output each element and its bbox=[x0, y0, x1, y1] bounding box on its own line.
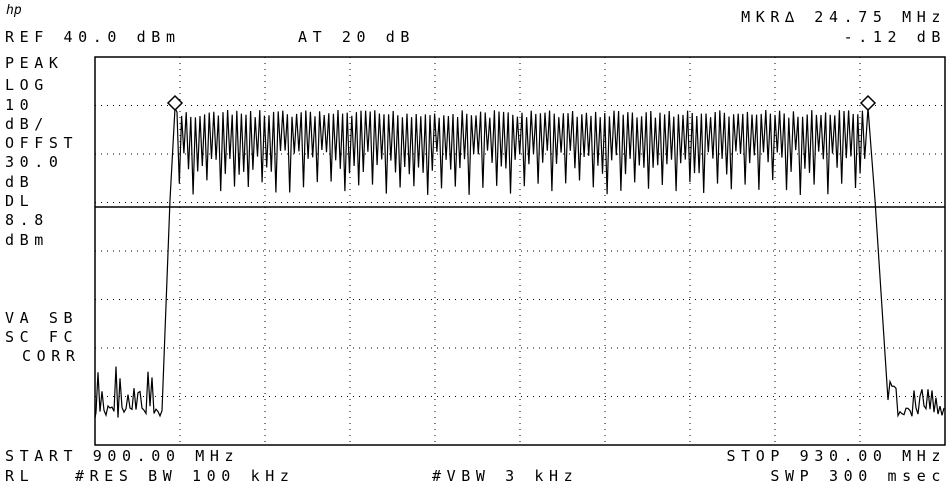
side-label: LOG bbox=[5, 76, 49, 94]
start-freq: START 900.00 MHz bbox=[5, 447, 239, 465]
vbw: #VBW 3 kHz bbox=[432, 467, 578, 485]
trace bbox=[94, 105, 945, 419]
ref-level: REF 40.0 dBm bbox=[5, 28, 181, 46]
side-label: 30.0 bbox=[5, 153, 64, 171]
side-label: dB bbox=[5, 173, 34, 191]
delta-marker-diamond bbox=[859, 94, 877, 112]
logo: hp bbox=[6, 3, 22, 18]
side-label: CORR bbox=[22, 347, 81, 365]
graticule-frame bbox=[94, 56, 946, 446]
side-label: OFFST bbox=[5, 134, 78, 152]
sweep-time: SWP 300 msec bbox=[770, 467, 946, 485]
graticule bbox=[95, 57, 945, 445]
side-label: VA SB bbox=[5, 309, 78, 327]
side-label: dBm bbox=[5, 231, 49, 249]
attenuation: AT 20 dB bbox=[298, 28, 415, 46]
rbw: #RES BW 100 kHz bbox=[75, 467, 294, 485]
side-label: 10 bbox=[5, 96, 34, 114]
side-label: PEAK bbox=[5, 54, 64, 72]
stop-freq: STOP 930.00 MHz bbox=[727, 447, 946, 465]
marker-value: -.12 dB bbox=[844, 28, 946, 46]
side-label: DL bbox=[5, 192, 34, 210]
side-label: SC FC bbox=[5, 328, 78, 346]
rl: RL bbox=[5, 467, 34, 485]
side-label: dB/ bbox=[5, 115, 49, 133]
marker: MKR∆ 24.75 MHz bbox=[741, 8, 946, 26]
marker-diamond bbox=[166, 94, 184, 112]
side-label: 8.8 bbox=[5, 211, 49, 229]
